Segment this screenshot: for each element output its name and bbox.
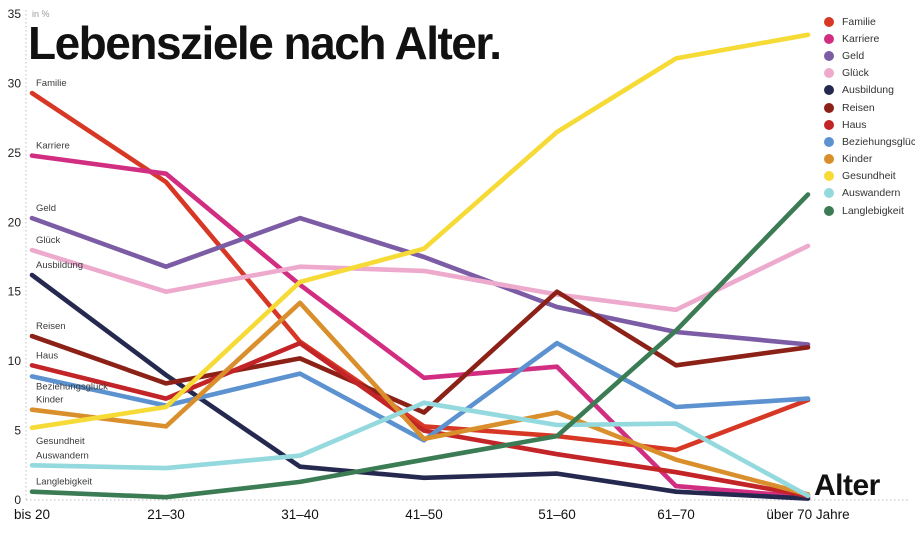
series-label-gesundheit: Gesundheit: [36, 436, 85, 447]
legend-dot-icon: [824, 171, 834, 182]
series-label-glck: Glück: [36, 235, 61, 246]
series-line-haus: [29, 340, 811, 499]
y-tick-label: 35: [8, 7, 22, 21]
legend-item-haus: Haus: [824, 116, 915, 133]
legend-label: Geld: [842, 49, 865, 62]
series-line-glck: [29, 243, 811, 313]
series-label-karriere: Karriere: [36, 141, 70, 152]
legend-dot-icon: [824, 85, 834, 96]
series-line-langlebigkeit: [29, 192, 811, 500]
legend-dot-icon: [824, 16, 834, 27]
chart-title: Lebensziele nach Alter.: [28, 17, 502, 69]
y-axis-unit-label: in %: [32, 9, 50, 19]
series-label-langlebigkeit: Langlebigkeit: [36, 477, 92, 488]
legend-item-reisen: Reisen: [824, 99, 915, 116]
legend-item-langlebigkeit: Langlebigkeit: [824, 202, 915, 219]
series-line-karriere: [29, 153, 811, 500]
y-tick-label: 0: [14, 493, 21, 507]
legend-label: Familie: [842, 15, 876, 28]
x-tick-label: 41–50: [405, 507, 443, 522]
series-label-familie: Familie: [36, 78, 67, 89]
legend-dot-icon: [824, 68, 834, 79]
legend-item-familie: Familie: [824, 13, 915, 30]
x-tick-label: 61–70: [657, 507, 695, 522]
series-line-reisen: [29, 289, 811, 415]
legend-label: Langlebigkeit: [842, 204, 904, 217]
series-line-geld: [29, 215, 811, 347]
x-axis-title: Alter: [814, 469, 880, 502]
x-tick-label: 51–60: [538, 507, 576, 522]
legend-label: Kinder: [842, 153, 873, 166]
legend-item-glck: Glück: [824, 65, 915, 82]
legend-label: Auswandern: [842, 187, 901, 200]
legend-dot-icon: [824, 119, 834, 130]
y-tick-label: 30: [8, 76, 22, 90]
series-label-reisen: Reisen: [36, 321, 66, 332]
x-tick-label: 21–30: [147, 507, 185, 522]
y-tick-label: 25: [8, 146, 22, 160]
legend-item-kinder: Kinder: [824, 151, 915, 168]
legend-label: Glück: [842, 67, 869, 80]
legend-label: Haus: [842, 118, 867, 131]
x-tick-label: über 70 Jahre: [766, 507, 849, 522]
legend: Familie Karriere Geld Glück Ausbildung Reisen…: [824, 13, 915, 219]
legend-dot-icon: [824, 205, 834, 216]
legend-label: Karriere: [842, 32, 880, 45]
series-line-gesundheit: [29, 32, 811, 431]
x-tick-label: bis 20: [14, 507, 50, 522]
series-label-haus: Haus: [36, 350, 58, 361]
series-label-kinder: Kinder: [36, 395, 63, 406]
legend-dot-icon: [824, 188, 834, 199]
legend-dot-icon: [824, 102, 834, 113]
series-label-auswandern: Auswandern: [36, 450, 89, 461]
legend-item-geld: Geld: [824, 47, 915, 64]
legend-label: Gesundheit: [842, 170, 896, 183]
legend-dot-icon: [824, 154, 834, 165]
y-tick-label: 5: [14, 424, 21, 438]
series-line-ausbildung: [29, 272, 811, 501]
y-tick-label: 20: [8, 215, 22, 229]
y-tick-label: 15: [8, 285, 22, 299]
legend-item-auswandern: Auswandern: [824, 185, 915, 202]
legend-dot-icon: [824, 33, 834, 44]
legend-item-ausbildung: Ausbildung: [824, 82, 915, 99]
legend-label: Reisen: [842, 101, 875, 114]
legend-label: Ausbildung: [842, 84, 894, 97]
legend-item-gesundheit: Gesundheit: [824, 168, 915, 185]
series-label-beziehungsglck: Beziehungsglück: [36, 381, 108, 392]
legend-dot-icon: [824, 50, 834, 61]
x-tick-label: 31–40: [281, 507, 319, 522]
series-line-auswandern: [29, 400, 811, 499]
series-label-geld: Geld: [36, 203, 56, 214]
legend-item-beziehungsglck: Beziehungsglück: [824, 133, 915, 150]
series-line-familie: [29, 90, 811, 453]
series-label-ausbildung: Ausbildung: [36, 260, 83, 271]
series-line-kinder: [29, 300, 811, 497]
legend-label: Beziehungsglück: [842, 135, 915, 148]
legend-item-karriere: Karriere: [824, 30, 915, 47]
y-tick-label: 10: [8, 354, 22, 368]
legend-dot-icon: [824, 136, 834, 147]
